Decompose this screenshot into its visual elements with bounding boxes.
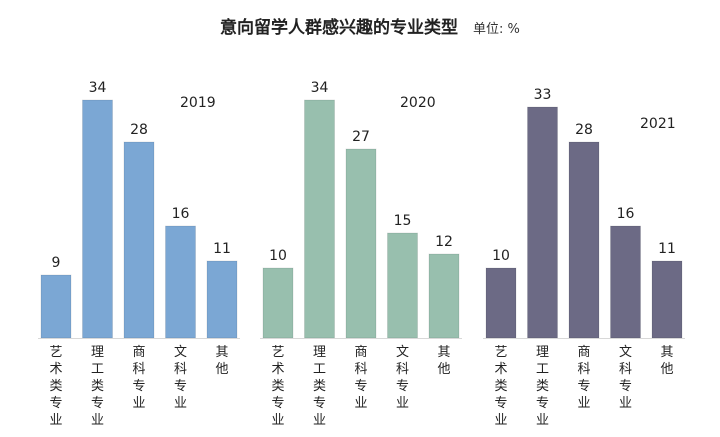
category-label-2021-2: 理工类专业 — [536, 345, 549, 428]
category-label-2021-1: 艺术类专业 — [494, 345, 507, 428]
year-label-2019: 2019 — [180, 95, 216, 111]
value-label-2020-2: 34 — [311, 80, 329, 96]
category-label-2020-5: 其他 — [437, 345, 450, 377]
value-label-2021-3: 28 — [575, 122, 593, 138]
bar-2020-1 — [262, 267, 294, 339]
bar-2019-1 — [40, 274, 72, 339]
bar-2021-2 — [527, 106, 558, 339]
bar-2021-4 — [610, 225, 641, 339]
panel-2021: 2021 10 艺术类专业 33 理工类专业 28 商科专业 16 文科专业 11 其他 — [483, 87, 685, 428]
bar-2020-2 — [304, 99, 335, 339]
value-label-2021-1: 10 — [492, 248, 510, 264]
value-label-2021-4: 16 — [617, 206, 635, 222]
category-label-2019-2: 理工类专业 — [91, 345, 104, 428]
category-label-2019-4: 文科专业 — [174, 345, 187, 411]
category-label-2020-2: 理工类专业 — [313, 345, 326, 428]
value-label-2020-1: 10 — [269, 248, 287, 264]
bar-2021-5 — [651, 260, 683, 339]
value-label-2020-5: 12 — [435, 234, 453, 250]
category-label-2020-1: 艺术类专业 — [271, 345, 284, 428]
year-label-2020: 2020 — [400, 95, 436, 111]
value-label-2019-2: 34 — [89, 80, 107, 96]
category-label-2021-4: 文科专业 — [619, 345, 632, 411]
bar-2020-3 — [345, 148, 377, 339]
year-label-2021: 2021 — [640, 116, 676, 132]
bar-2020-5 — [428, 253, 460, 339]
category-label-2021-3: 商科专业 — [577, 345, 590, 411]
value-label-2021-2: 33 — [534, 87, 552, 103]
category-label-2021-5: 其他 — [660, 345, 673, 377]
value-label-2019-5: 11 — [213, 241, 231, 257]
value-label-2020-3: 27 — [352, 129, 370, 145]
category-label-2019-1: 艺术类专业 — [49, 345, 62, 428]
category-label-2019-3: 商科专业 — [132, 345, 145, 411]
category-label-2020-4: 文科专业 — [396, 345, 409, 411]
value-label-2019-3: 28 — [130, 122, 148, 138]
value-label-2021-5: 11 — [658, 241, 676, 257]
bar-2021-1 — [485, 267, 517, 339]
chart-title: 意向留学人群感兴趣的专业类型 — [220, 17, 458, 38]
category-label-2020-3: 商科专业 — [354, 345, 367, 411]
bar-2021-3 — [568, 141, 600, 339]
value-label-2019-1: 9 — [52, 255, 61, 271]
chart-panels: 2019 9 艺术类专业 34 理工类专业 28 商科专业 16 文科专业 11 其他 2020 10 艺… — [38, 80, 685, 428]
bar-2019-3 — [123, 141, 155, 339]
bar-2020-4 — [387, 232, 418, 339]
category-label-2019-5: 其他 — [215, 345, 228, 377]
bar-2019-2 — [82, 99, 113, 339]
bar-2019-5 — [206, 260, 238, 339]
panel-2019: 2019 9 艺术类专业 34 理工类专业 28 商科专业 16 文科专业 11 其他 — [38, 80, 240, 428]
value-label-2020-4: 15 — [394, 213, 412, 229]
unit-label: 单位: % — [473, 22, 520, 37]
bar-2019-4 — [165, 225, 196, 339]
panel-2020: 2020 10 艺术类专业 34 理工类专业 27 商科专业 15 文科专业 12 其他 — [260, 80, 462, 428]
value-label-2019-4: 16 — [172, 206, 190, 222]
